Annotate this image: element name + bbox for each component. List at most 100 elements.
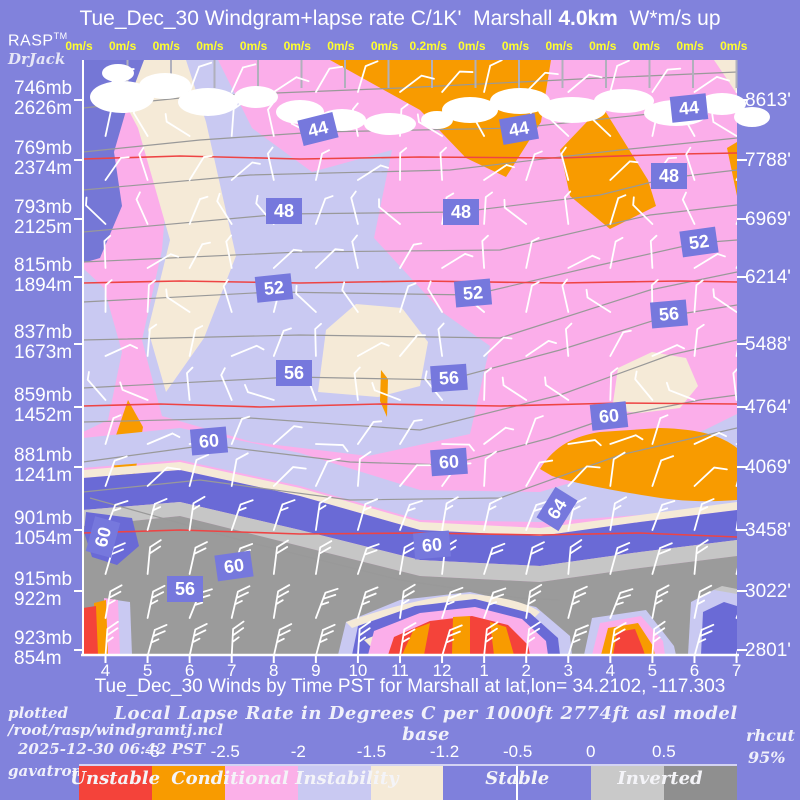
theta-label-box: 60 (214, 550, 254, 582)
wind-barb (356, 60, 379, 93)
colorbar-category-label: Stable (485, 768, 550, 789)
wind-barb (399, 334, 426, 357)
wind-barb (356, 543, 380, 575)
wind-barb (567, 585, 588, 619)
wind-barb (399, 103, 409, 137)
wind-barb (609, 542, 631, 575)
wind-barb (378, 198, 401, 225)
height-m: 1054m (14, 528, 73, 549)
wstar-value: 0m/s (720, 39, 748, 53)
wind-barb (103, 234, 112, 269)
wind-barb (609, 60, 630, 93)
wind-barb (188, 588, 213, 619)
theta-label-value: 48 (274, 201, 294, 221)
theta-label-box: 48 (651, 163, 687, 189)
colorbar-segment (151, 766, 225, 800)
wind-barb (314, 495, 332, 531)
wind-barb (501, 376, 528, 401)
footer-user: gavatron (8, 762, 83, 780)
pressure-level-label: 881mb 1241m (14, 446, 80, 486)
theta-label-box: 56 (649, 299, 689, 329)
cloud-icon (538, 97, 606, 123)
drjack-credit: DrJack (8, 50, 66, 68)
colorbar-tick-label: 0.5 (652, 742, 676, 761)
wind-barb (272, 76, 310, 93)
rhcut-value: 95% (748, 748, 786, 767)
footer-script-path: /root/rasp/windgramtj.ncl (8, 721, 224, 739)
wind-barb (525, 415, 544, 445)
wind-barb (651, 455, 675, 487)
wind-barb (314, 540, 333, 575)
wstar-value: 0m/s (370, 39, 399, 53)
wind-barb (567, 539, 583, 575)
wind-barb (86, 371, 107, 401)
wind-barb (188, 495, 206, 531)
colorbar-tick-label: -2.5 (210, 742, 240, 761)
lapse-rate-region (701, 602, 737, 655)
pressure-level-label: 915mb 922m (14, 570, 80, 610)
lapse-rate-region (83, 502, 737, 582)
wind-barb (589, 108, 612, 137)
time-tick-label: 4 (100, 661, 111, 680)
pressure-level-label: 746mb 2626m (14, 79, 80, 119)
wind-barb (525, 281, 540, 313)
wind-barb (441, 443, 475, 452)
wind-barb (441, 70, 474, 93)
wind-barb (356, 586, 379, 619)
wind-barb (693, 539, 709, 575)
wstar-value: 0m/s (65, 39, 93, 53)
colorbar-tick-label: -0.5 (503, 742, 533, 761)
wind-barb (272, 248, 303, 269)
lapse-rate-region (346, 594, 540, 628)
wind-barb (104, 68, 135, 93)
wind-barb (188, 195, 209, 225)
wind-barb (483, 164, 515, 181)
wind-barb (356, 498, 379, 531)
red-level-line (83, 529, 737, 538)
theta-label-box: 56 (167, 576, 203, 602)
colorbar-tick-label: -1.5 (356, 742, 387, 761)
wind-barb (651, 620, 666, 655)
colorbar-segment (664, 766, 738, 800)
height-m: 1452m (14, 405, 73, 426)
altitude-ft-label: 3022' (745, 581, 791, 602)
altitude-ft-label: 4069' (745, 457, 791, 478)
theta-label-value: 44 (678, 97, 700, 119)
colorbar-segment (79, 766, 152, 800)
wind-barb (314, 149, 331, 181)
wind-barb (146, 253, 180, 269)
wind-barb (609, 194, 627, 225)
height-m: 1673m (14, 342, 73, 363)
cloud-icon (178, 88, 238, 116)
pressure-level-label: 793mb 2125m (14, 198, 80, 238)
lapse-rate-region (560, 106, 656, 229)
lapse-rate-region (402, 623, 430, 655)
theta-label-box: 44 (669, 93, 709, 123)
theta-label-box: 52 (453, 278, 493, 308)
title-prefix: Tue_Dec_30 Windgram+lapse rate C/1K' Mar… (79, 7, 559, 30)
wind-barb (188, 325, 204, 357)
rhcut-label: rhcut (746, 726, 795, 745)
lapse-rate-region (714, 60, 737, 94)
theta-label-value: 48 (451, 202, 471, 222)
wind-barb (399, 74, 435, 93)
wind-barb (567, 624, 589, 655)
height-m: 922m (14, 589, 62, 610)
rasp-trademark: TM (53, 31, 68, 41)
wind-barb (609, 588, 634, 619)
wstar-value: 0.2m/s (409, 39, 447, 53)
wind-barb (230, 103, 241, 137)
time-tick-label: 6 (689, 661, 700, 680)
wind-barb (525, 71, 559, 93)
time-tick-label: 9 (311, 661, 321, 680)
pressure-level-label: 769mb 2374m (14, 139, 80, 179)
lapse-rate-region (83, 470, 737, 566)
wind-barb (164, 113, 191, 137)
theta-label-box: 44 (297, 112, 339, 146)
wind-barb (351, 234, 359, 269)
wind-barb (230, 161, 261, 181)
lapse-rate-region (727, 142, 737, 196)
wind-barb (609, 160, 639, 181)
colorbar-segment (591, 766, 665, 800)
wind-barb (272, 425, 303, 445)
